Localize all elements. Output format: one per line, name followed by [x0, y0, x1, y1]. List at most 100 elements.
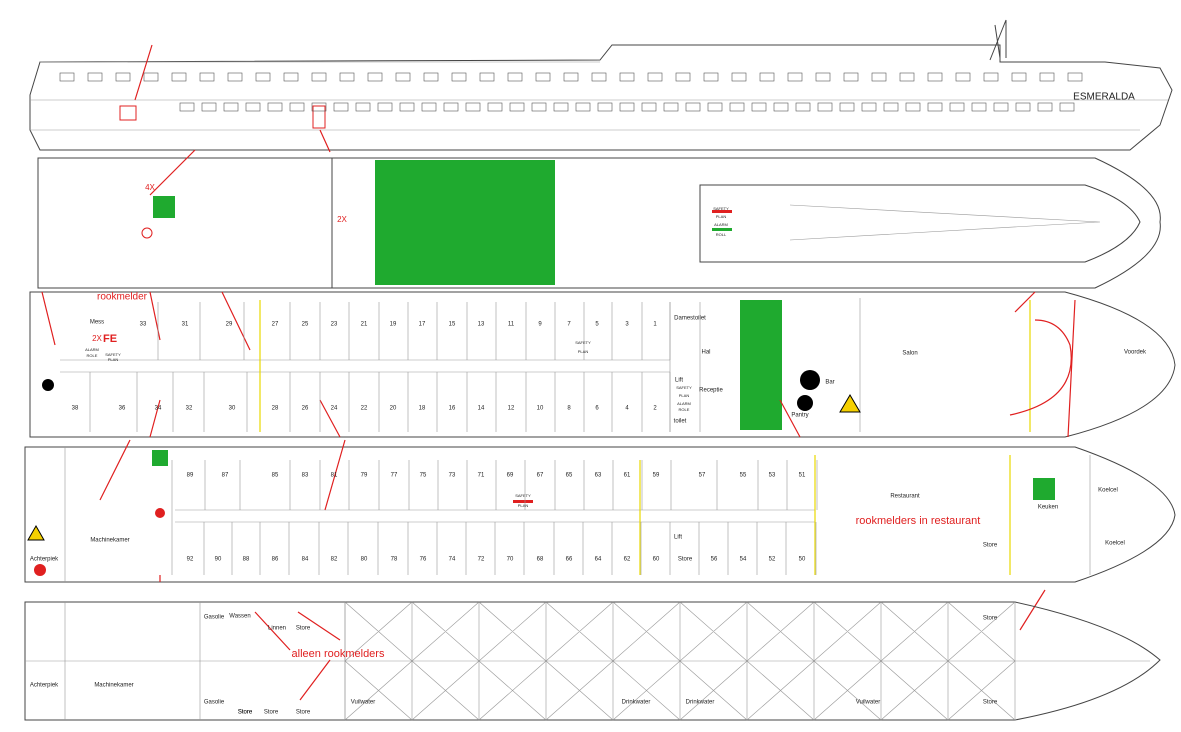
fe-label: FE [103, 333, 117, 345]
panel-text: ROLL [716, 232, 727, 237]
cabin-number: 15 [449, 322, 456, 328]
room-label: Achterpiek [30, 557, 59, 563]
window [817, 102, 833, 112]
window [815, 72, 831, 82]
room-label: Gasolie [204, 700, 225, 706]
room-label: Store [238, 710, 253, 716]
cabin-number: 66 [566, 557, 573, 563]
window [509, 102, 525, 112]
panel-text: SAFETY [713, 206, 729, 211]
cabin-number: 29 [226, 322, 233, 328]
room-label: Voordek [1124, 350, 1147, 356]
cabin-number: 82 [331, 557, 338, 563]
panel-text: PLAN [679, 393, 690, 398]
window [795, 102, 811, 112]
window [553, 102, 569, 112]
cabin-number: 4 [625, 406, 629, 412]
cabin-number: 57 [699, 473, 706, 479]
cabin-number: 28 [272, 406, 279, 412]
cabin-number: 3 [625, 322, 629, 328]
mark: 2X [337, 215, 347, 224]
cabin-number: 73 [449, 473, 456, 479]
cabin-number: 17 [419, 322, 426, 328]
window [861, 102, 877, 112]
note: alleen rookmelders [292, 648, 385, 660]
window [1059, 102, 1075, 112]
window [955, 72, 971, 82]
room-label: Store [983, 616, 998, 622]
upper-labels: 33 31 29 27 25 23 21 19 17 15 13 11 9 7 5 3 138 36 34 32 30 2… [72, 302, 1147, 432]
window [843, 72, 859, 82]
room-label: Koelcel [1105, 541, 1125, 547]
cabin-number: 85 [272, 473, 279, 479]
room-label: Store [238, 710, 253, 716]
window [143, 72, 159, 82]
note: rookmelder [97, 292, 148, 303]
lower-labels: Achterpiek Machinekamer Gasolie Wassen Linne… [30, 614, 998, 716]
window [1039, 72, 1055, 82]
cabin-number: 30 [229, 406, 236, 412]
cabin-number: 22 [361, 406, 368, 412]
upper-deck: rookmelder 2X FE [29, 291, 1176, 438]
cabin-number: 74 [449, 557, 456, 563]
window [311, 102, 327, 112]
window [421, 102, 437, 112]
cabin-number: 2 [653, 406, 657, 412]
room-label: Restaurant [890, 494, 920, 500]
cabin-number: 21 [361, 322, 368, 328]
cabin-number: 83 [302, 473, 309, 479]
cabin-number: 9 [538, 322, 542, 328]
window [115, 72, 131, 82]
cabin-number: 75 [420, 473, 427, 479]
fe-count: 2X [92, 334, 102, 343]
panel-text: PLAN [518, 503, 529, 508]
room-label: Store [983, 543, 998, 549]
window [1067, 72, 1083, 82]
room-label: Machinekamer [90, 538, 129, 544]
cabin-number: 70 [507, 557, 514, 563]
cabin-number: 60 [653, 557, 660, 563]
cabin-number: 84 [302, 557, 309, 563]
panel-text: ROLE [679, 407, 690, 412]
cabin-number: 32 [186, 406, 193, 412]
cabin-number: 63 [595, 473, 602, 479]
cabin-number: 16 [449, 406, 456, 412]
panel-text: ALARM [677, 401, 691, 406]
room-label: Store [983, 700, 998, 706]
room-label: Lift [674, 535, 682, 541]
cabin-number: 53 [769, 473, 776, 479]
room-label: Salon [902, 351, 917, 357]
window [355, 102, 371, 112]
window [685, 102, 701, 112]
window [883, 102, 899, 112]
cabin-number: 36 [119, 406, 126, 412]
cabin-number: 80 [361, 557, 368, 563]
cabin-number: 34 [155, 406, 162, 412]
panel-text: ALARM [714, 222, 728, 227]
cabin-number: 71 [478, 473, 485, 479]
window [59, 72, 75, 82]
room-label: Hal [701, 350, 710, 356]
cabin-number: 31 [182, 322, 189, 328]
window [641, 102, 657, 112]
window [773, 102, 789, 112]
room-label: Vuilwater [856, 700, 880, 706]
window [1011, 72, 1027, 82]
cabin-number: 11 [508, 322, 515, 328]
panel-text: PLAN [578, 349, 589, 354]
window [339, 72, 355, 82]
cabin-number: 62 [624, 557, 631, 563]
room-label: toilet [674, 419, 687, 425]
cabin-number: 77 [391, 473, 398, 479]
window [1015, 102, 1031, 112]
window [451, 72, 467, 82]
window [227, 72, 243, 82]
window [465, 102, 481, 112]
window [575, 102, 591, 112]
window [255, 72, 271, 82]
window [311, 72, 327, 82]
window [367, 72, 383, 82]
cabin-number: 6 [595, 406, 599, 412]
room-label: Vuilwater [351, 700, 375, 706]
